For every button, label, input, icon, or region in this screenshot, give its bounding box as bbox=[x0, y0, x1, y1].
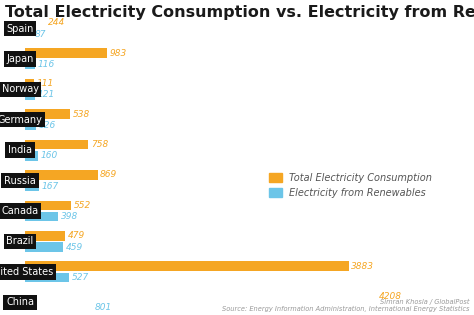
Bar bbox=[25, 60, 35, 69]
Bar bbox=[25, 49, 107, 58]
Text: 869: 869 bbox=[100, 170, 117, 180]
Bar bbox=[25, 170, 98, 180]
Bar bbox=[25, 121, 36, 130]
Text: Brazil: Brazil bbox=[7, 237, 34, 246]
Text: 801: 801 bbox=[94, 303, 112, 312]
Text: Total Electricity Consumption vs. Electricity from Renewables: Total Electricity Consumption vs. Electr… bbox=[5, 5, 474, 20]
Bar bbox=[25, 90, 35, 100]
Bar bbox=[25, 292, 376, 301]
Text: Simran Khosla / GlobalPost
Source: Energy Information Administration, Internatio: Simran Khosla / GlobalPost Source: Energ… bbox=[222, 299, 469, 312]
Text: 758: 758 bbox=[91, 140, 108, 149]
Text: China: China bbox=[6, 297, 34, 307]
Bar bbox=[25, 18, 46, 28]
Text: 4208: 4208 bbox=[379, 292, 401, 301]
Bar bbox=[25, 151, 38, 161]
Text: India: India bbox=[8, 145, 32, 155]
Text: 111: 111 bbox=[37, 79, 54, 88]
Bar bbox=[25, 261, 349, 271]
Text: Norway: Norway bbox=[1, 84, 38, 94]
Bar bbox=[25, 109, 70, 119]
Text: 527: 527 bbox=[72, 273, 89, 282]
Text: 552: 552 bbox=[73, 201, 91, 210]
Text: Japan: Japan bbox=[6, 54, 34, 64]
Bar bbox=[25, 79, 34, 89]
Text: 983: 983 bbox=[109, 49, 127, 58]
Text: 121: 121 bbox=[37, 90, 55, 100]
Legend: Total Electricity Consumption, Electricity from Renewables: Total Electricity Consumption, Electrici… bbox=[269, 173, 432, 198]
Bar bbox=[25, 29, 32, 39]
Text: 116: 116 bbox=[37, 60, 55, 69]
Text: 244: 244 bbox=[48, 18, 65, 27]
Text: 160: 160 bbox=[41, 151, 58, 160]
Text: United States: United States bbox=[0, 267, 53, 277]
Bar bbox=[25, 242, 64, 252]
Text: Spain: Spain bbox=[6, 24, 34, 33]
Text: 459: 459 bbox=[66, 243, 83, 252]
Text: 398: 398 bbox=[61, 212, 78, 221]
Text: 126: 126 bbox=[38, 121, 55, 130]
Text: 479: 479 bbox=[67, 231, 85, 240]
Bar bbox=[25, 303, 92, 313]
Bar bbox=[25, 231, 65, 241]
Bar bbox=[25, 201, 71, 210]
Bar bbox=[25, 181, 39, 191]
Text: 87: 87 bbox=[35, 30, 46, 39]
Text: Germany: Germany bbox=[0, 115, 43, 125]
Text: 3883: 3883 bbox=[352, 262, 374, 271]
Text: 538: 538 bbox=[73, 110, 90, 119]
Bar bbox=[25, 212, 58, 221]
Text: 167: 167 bbox=[42, 182, 59, 191]
Bar bbox=[25, 140, 88, 149]
Text: Russia: Russia bbox=[4, 175, 36, 186]
Text: Canada: Canada bbox=[1, 206, 38, 216]
Bar bbox=[25, 272, 69, 282]
